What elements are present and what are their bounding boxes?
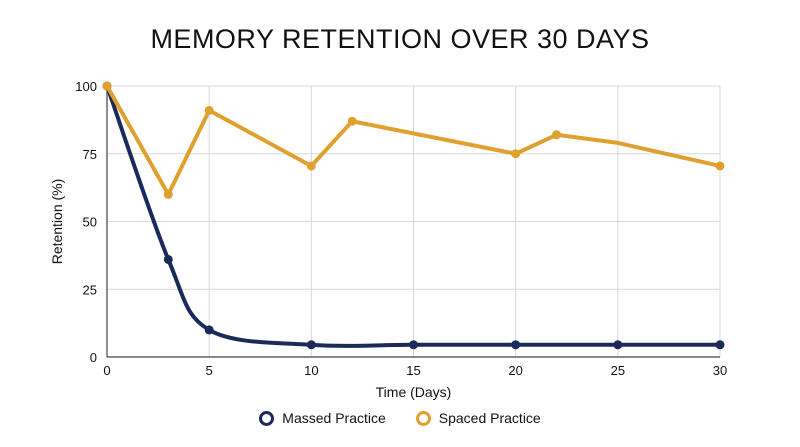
data-point-spaced (204, 105, 214, 115)
data-point-massed (511, 340, 521, 350)
series-layer (102, 81, 725, 350)
data-point-massed (163, 254, 173, 264)
x-tick-label: 15 (406, 363, 420, 378)
axes: 0 5 10 15 20 25 30 0 25 50 75 100 (75, 79, 727, 378)
x-axis-label: Time (Days) (376, 384, 452, 400)
legend-marker-spaced (415, 410, 431, 426)
y-tick-label: 25 (83, 282, 97, 297)
x-tick-label: 10 (304, 363, 318, 378)
legend-marker-massed (259, 410, 275, 426)
y-tick-label: 0 (90, 350, 97, 365)
legend: Massed Practice Spaced Practice (0, 410, 800, 426)
data-point-massed (306, 340, 316, 350)
grid (107, 85, 721, 357)
legend-label-spaced: Spaced Practice (438, 410, 541, 426)
data-point-spaced (715, 161, 725, 171)
x-tick-label: 25 (611, 363, 625, 378)
data-point-massed (204, 325, 214, 335)
chart-title: MEMORY RETENTION OVER 30 DAYS (150, 24, 650, 54)
legend-item-massed: Massed Practice (259, 410, 386, 426)
data-point-spaced (102, 81, 112, 91)
legend-item-spaced: Spaced Practice (415, 410, 541, 426)
data-point-massed (409, 340, 418, 350)
legend-label-massed: Massed Practice (282, 410, 386, 426)
y-tick-label: 50 (83, 215, 97, 230)
data-point-massed (715, 340, 725, 350)
y-tick-label: 75 (83, 147, 97, 162)
x-tick-label: 0 (103, 363, 110, 378)
data-point-massed (613, 340, 623, 350)
y-axis-label: Retention (%) (49, 179, 65, 265)
data-point-spaced (347, 116, 357, 126)
x-tick-label: 5 (206, 363, 213, 378)
data-point-spaced (163, 189, 173, 199)
data-point-spaced (511, 149, 521, 159)
x-tick-label: 20 (508, 363, 522, 378)
data-point-spaced (552, 130, 562, 140)
y-tick-label: 100 (75, 79, 97, 94)
x-tick-label: 30 (713, 363, 727, 378)
data-point-spaced (306, 161, 316, 171)
